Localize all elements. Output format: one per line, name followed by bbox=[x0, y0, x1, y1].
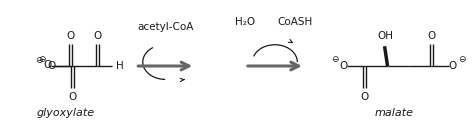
Text: ⊖: ⊖ bbox=[35, 56, 42, 65]
Text: O: O bbox=[361, 92, 369, 102]
Text: acetyl-CoA: acetyl-CoA bbox=[137, 23, 193, 32]
Text: O: O bbox=[68, 92, 77, 102]
Text: ⊖: ⊖ bbox=[458, 55, 465, 64]
Text: ⊖: ⊖ bbox=[331, 55, 338, 64]
Text: glyoxylate: glyoxylate bbox=[36, 108, 95, 118]
Text: CoASH: CoASH bbox=[277, 16, 312, 27]
Text: O: O bbox=[47, 61, 55, 70]
Text: ⊖: ⊖ bbox=[38, 55, 46, 64]
Text: O: O bbox=[339, 61, 347, 70]
Text: O: O bbox=[427, 31, 436, 41]
Text: H: H bbox=[116, 61, 124, 70]
Text: H₂O: H₂O bbox=[235, 16, 255, 27]
Text: OH: OH bbox=[378, 31, 393, 41]
Text: malate: malate bbox=[375, 108, 414, 118]
Text: O: O bbox=[44, 60, 52, 70]
Text: O: O bbox=[66, 31, 74, 41]
Text: O: O bbox=[449, 61, 457, 70]
Text: O: O bbox=[93, 31, 101, 41]
